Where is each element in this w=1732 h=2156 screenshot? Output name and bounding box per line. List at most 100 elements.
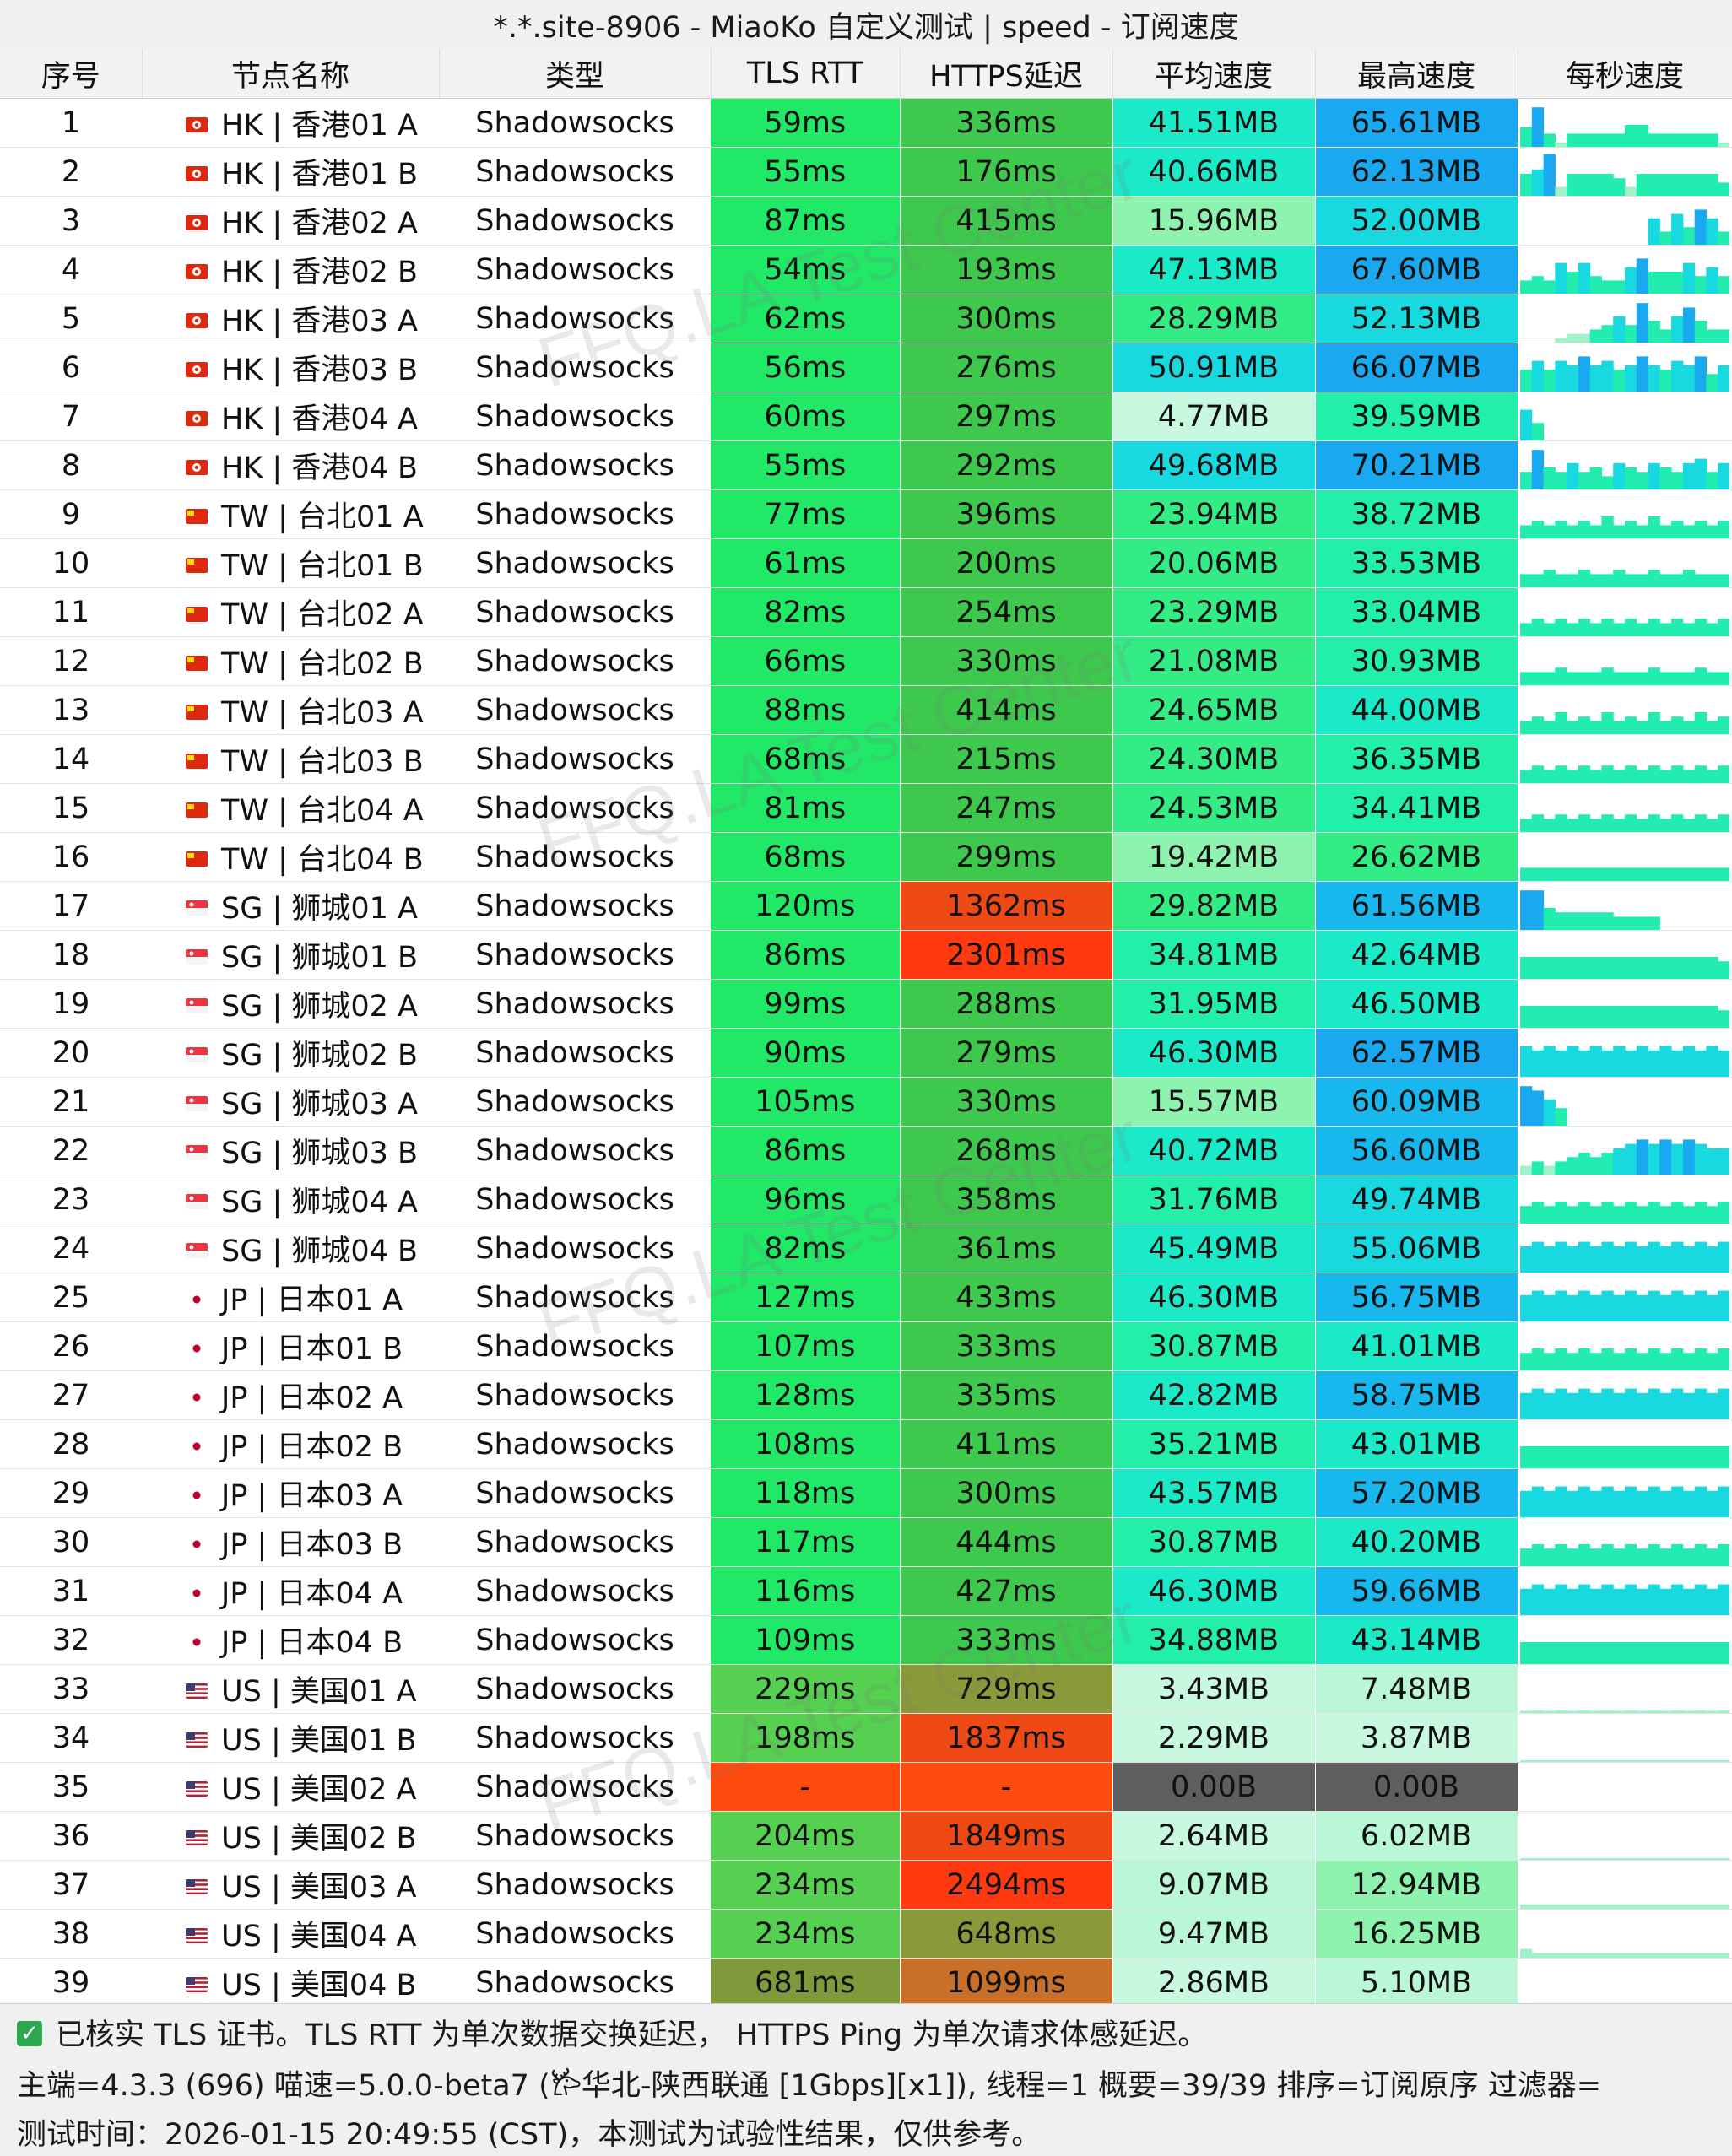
- col-header-index[interactable]: 序号: [0, 49, 143, 99]
- speed-sample-bar: [1670, 671, 1683, 685]
- table-row[interactable]: 24 SG | 狮城04 B Shadowsocks 82ms 361ms 45.49MB…: [0, 1224, 1732, 1273]
- https-latency: 333ms: [900, 1615, 1113, 1665]
- speed-sample-bar: [1682, 671, 1695, 685]
- col-header-max-speed[interactable]: 最高速度: [1315, 49, 1518, 99]
- col-header-per-second-speed[interactable]: 每秒速度: [1518, 49, 1732, 99]
- speed-sample-bar: [1694, 867, 1707, 881]
- table-row[interactable]: 29 JP | 日本03 A Shadowsocks 118ms 300ms 43.57M…: [0, 1468, 1732, 1518]
- speed-sparkline: [1519, 449, 1729, 489]
- per-second-speed-chart: [1518, 1028, 1732, 1078]
- speed-sample-bar: [1589, 1641, 1602, 1664]
- table-row[interactable]: 6 HK | 香港03 B Shadowsocks 56ms 276ms 50.91MB 6…: [0, 343, 1732, 392]
- table-row[interactable]: 12 TW | 台北02 B Shadowsocks 66ms 330ms 21.08MB…: [0, 636, 1732, 686]
- row-index: 37: [0, 1860, 142, 1910]
- speed-sample-bar: [1543, 154, 1556, 196]
- table-row[interactable]: 28 JP | 日本02 B Shadowsocks 108ms 411ms 35.21M…: [0, 1419, 1732, 1469]
- speed-sample-bar: [1566, 1046, 1578, 1077]
- table-row[interactable]: 21 SG | 狮城03 A Shadowsocks 105ms 330ms 15.57M…: [0, 1077, 1732, 1127]
- table-row[interactable]: 18 SG | 狮城01 B Shadowsocks 86ms 2301ms 34.81M…: [0, 930, 1732, 980]
- sg-flag-icon: [186, 1096, 208, 1111]
- table-row[interactable]: 1 HK | 香港01 A Shadowsocks 59ms 336ms 41.51MB 6…: [0, 98, 1732, 148]
- speed-sparkline: [1519, 1486, 1729, 1517]
- node-name-cell: US | 美国01 A: [142, 1664, 439, 1714]
- speed-sample-bar: [1705, 1148, 1718, 1175]
- table-row[interactable]: 4 HK | 香港02 B Shadowsocks 54ms 193ms 47.13MB 6…: [0, 245, 1732, 294]
- table-row[interactable]: 36 US | 美国02 B Shadowsocks 204ms 1849ms 2.64M…: [0, 1811, 1732, 1861]
- speed-sample-bar: [1624, 267, 1637, 294]
- table-row[interactable]: 10 TW | 台北01 B Shadowsocks 61ms 200ms 20.06MB…: [0, 538, 1732, 588]
- node-name: SG | 狮城02 B: [221, 1039, 419, 1073]
- speed-sample-bar: [1612, 177, 1625, 196]
- table-row[interactable]: 37 US | 美国03 A Shadowsocks 234ms 2494ms 9.07M…: [0, 1860, 1732, 1910]
- node-name-cell: SG | 狮城04 A: [142, 1175, 439, 1224]
- col-header-node-name[interactable]: 节点名称: [142, 49, 440, 99]
- speed-sparkline: [1648, 208, 1729, 245]
- table-row[interactable]: 11 TW | 台北02 A Shadowsocks 82ms 254ms 23.29MB…: [0, 587, 1732, 637]
- table-row[interactable]: 16 TW | 台北04 B Shadowsocks 68ms 299ms 19.42MB…: [0, 832, 1732, 882]
- speed-sample-bar: [1612, 622, 1625, 636]
- speed-sample-bar: [1612, 720, 1625, 734]
- col-header-type[interactable]: 类型: [439, 49, 712, 99]
- table-row[interactable]: 33 US | 美国01 A Shadowsocks 229ms 729ms 3.43MB…: [0, 1664, 1732, 1714]
- col-header-avg-speed[interactable]: 平均速度: [1112, 49, 1316, 99]
- table-row[interactable]: 14 TW | 台北03 B Shadowsocks 68ms 215ms 24.30MB…: [0, 734, 1732, 784]
- speed-sample-bar: [1624, 1388, 1637, 1419]
- speed-sample-bar: [1694, 618, 1707, 636]
- speed-sample-bar: [1682, 956, 1695, 979]
- speed-sample-bar: [1543, 1005, 1556, 1028]
- table-row[interactable]: 26 JP | 日本01 B Shadowsocks 107ms 333ms 30.87M…: [0, 1321, 1732, 1371]
- speed-sample-bar: [1636, 1548, 1648, 1566]
- speed-sample-bar: [1600, 911, 1614, 930]
- node-name: TW | 台北04 A: [221, 794, 424, 828]
- table-row[interactable]: 32 JP | 日本04 B Shadowsocks 109ms 333ms 34.88M…: [0, 1615, 1732, 1665]
- table-row[interactable]: 39 US | 美国04 B Shadowsocks 681ms 1099ms 2.86M…: [0, 1958, 1732, 2007]
- max-speed: 38.72MB: [1315, 489, 1518, 539]
- avg-speed: 2.29MB: [1112, 1713, 1316, 1763]
- table-row[interactable]: 38 US | 美国04 A Shadowsocks 234ms 648ms 9.47MB…: [0, 1909, 1732, 1959]
- table-row[interactable]: 17 SG | 狮城01 A Shadowsocks 120ms 1362ms 29.82…: [0, 881, 1732, 931]
- speed-sample-bar: [1531, 1857, 1544, 1860]
- speed-sample-bar: [1566, 1490, 1578, 1517]
- table-row[interactable]: 20 SG | 狮城02 B Shadowsocks 90ms 279ms 46.30MB…: [0, 1028, 1732, 1078]
- speed-sample-bar: [1705, 1392, 1718, 1419]
- speed-sample-bar: [1589, 1548, 1602, 1566]
- table-row[interactable]: 25 JP | 日本01 A Shadowsocks 127ms 433ms 46.30M…: [0, 1273, 1732, 1322]
- table-row[interactable]: 34 US | 美国01 B Shadowsocks 198ms 1837ms 2.29M…: [0, 1713, 1732, 1763]
- table-row[interactable]: 35 US | 美国02 A Shadowsocks - -0.00B 0.00B: [0, 1762, 1732, 1812]
- tls-rtt: 61ms: [711, 538, 901, 588]
- speed-sample-bar: [1589, 1392, 1602, 1419]
- avg-speed: 24.53MB: [1112, 783, 1316, 833]
- avg-speed: 47.13MB: [1112, 245, 1316, 294]
- table-row[interactable]: 31 JP | 日本04 A Shadowsocks 116ms 427ms 46.30M…: [0, 1566, 1732, 1616]
- table-row[interactable]: 23 SG | 狮城04 A Shadowsocks 96ms 358ms 31.76MB…: [0, 1175, 1732, 1224]
- speed-sample-bar: [1717, 1290, 1729, 1321]
- table-row[interactable]: 27 JP | 日本02 A Shadowsocks 128ms 335ms 42.82M…: [0, 1370, 1732, 1420]
- speed-sample-bar: [1589, 1445, 1602, 1468]
- table-row[interactable]: 15 TW | 台北04 A Shadowsocks 81ms 247ms 24.53MB…: [0, 783, 1732, 833]
- table-row[interactable]: 8 HK | 香港04 B Shadowsocks 55ms 292ms 49.68MB 7…: [0, 440, 1732, 490]
- speed-sample-bar: [1670, 520, 1683, 538]
- speed-sample-bar: [1566, 818, 1578, 832]
- footer: ✓ 已核实 TLS 证书。TLS RTT 为单次数据交换延迟， HTTPS Pin…: [0, 2003, 1732, 2156]
- speed-sample-bar: [1612, 316, 1625, 343]
- table-row[interactable]: 5 HK | 香港03 A Shadowsocks 62ms 300ms 28.29MB 5…: [0, 294, 1732, 343]
- table-row[interactable]: 7 HK | 香港04 A Shadowsocks 60ms 297ms 4.77MB 39…: [0, 392, 1732, 441]
- col-header-tls-rtt[interactable]: TLS RTT: [711, 49, 901, 99]
- table-row[interactable]: 3 HK | 香港02 A Shadowsocks 87ms 415ms 15.96MB 5…: [0, 196, 1732, 246]
- tls-rtt: 204ms: [711, 1811, 901, 1861]
- table-row[interactable]: 19 SG | 狮城02 A Shadowsocks 99ms 288ms 31.95MB…: [0, 979, 1732, 1029]
- table-row[interactable]: 2 HK | 香港01 B Shadowsocks 55ms 176ms 40.66MB 6…: [0, 147, 1732, 197]
- table-row[interactable]: 13 TW | 台北03 A Shadowsocks 88ms 414ms 24.65MB…: [0, 685, 1732, 735]
- table-row[interactable]: 30 JP | 日本03 B Shadowsocks 117ms 444ms 30.87M…: [0, 1517, 1732, 1567]
- speed-sample-bar: [1705, 1953, 1718, 1958]
- col-header-https-latency[interactable]: HTTPS延迟: [900, 49, 1113, 99]
- row-index: 36: [0, 1811, 142, 1861]
- table-row[interactable]: 22 SG | 狮城03 B Shadowsocks 86ms 268ms 40.72MB…: [0, 1126, 1732, 1175]
- speed-sample-bar: [1578, 132, 1590, 147]
- speed-sample-bar: [1578, 1290, 1590, 1321]
- table-row[interactable]: 9 TW | 台北01 A Shadowsocks 77ms 396ms 23.94MB 3…: [0, 489, 1732, 539]
- speed-sample-bar: [1543, 1046, 1556, 1077]
- speed-sample-bar: [1636, 1588, 1648, 1615]
- row-index: 2: [0, 147, 142, 197]
- speed-sample-bar: [1717, 867, 1729, 881]
